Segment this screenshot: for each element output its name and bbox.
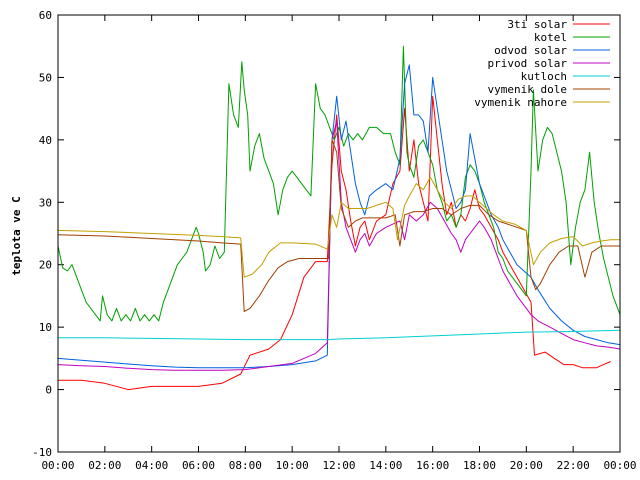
series-line-kotel: [57, 45, 621, 322]
x-tick-label: 20:00: [510, 459, 543, 472]
series-lines: [57, 45, 621, 391]
x-tick-label: 02:00: [88, 459, 121, 472]
series-line-privod-solar: [57, 120, 621, 371]
y-tick-label: 10: [39, 321, 52, 334]
series-line-3ti-solar: [58, 95, 611, 391]
x-tick-label: 00:00: [603, 459, 636, 472]
legend-entry-label: vymenik nahore: [474, 96, 567, 109]
x-tick-label: 12:00: [322, 459, 355, 472]
y-tick-label: 50: [39, 71, 52, 84]
y-tick-label: 30: [39, 196, 52, 209]
x-tick-label: 10:00: [276, 459, 309, 472]
x-tick-label: 22:00: [557, 459, 590, 472]
y-tick-label: 0: [45, 384, 52, 397]
series-line-vymenik-nahore: [57, 176, 620, 278]
x-tick-label: 18:00: [463, 459, 496, 472]
series-line-kutloch: [58, 329, 621, 341]
plot-frame: [57, 14, 621, 453]
legend-entry-label: vymenik dole: [488, 83, 567, 96]
legend-entry-label: kotel: [534, 31, 567, 44]
legend-entry-label: 3ti solar: [507, 18, 567, 31]
legend-entry-label: odvod solar: [494, 44, 567, 57]
x-tick-label: 08:00: [229, 459, 262, 472]
series-line-vymenik-dole: [57, 139, 620, 312]
x-tick-label: 00:00: [41, 459, 74, 472]
x-tick-label: 16:00: [416, 459, 449, 472]
x-tick-label: 14:00: [369, 459, 402, 472]
x-tick-label: 04:00: [135, 459, 168, 472]
legend-entry-label: kutloch: [521, 70, 567, 83]
y-tick-label: 20: [39, 259, 52, 272]
y-tick-label: -10: [32, 446, 52, 459]
y-axis-label: teplota ve C: [10, 196, 23, 275]
legend-entry-label: privod solar: [488, 57, 568, 70]
y-tick-label: 60: [39, 9, 52, 22]
x-tick-label: 06:00: [182, 459, 215, 472]
series-line-odvod-solar: [57, 64, 621, 369]
tick-labels: -10 0 10 20 30 40 50 60 00:00 02:00 04:00 06:00 08:0…: [32, 9, 636, 472]
y-tick-label: 40: [39, 134, 52, 147]
axis-ticks: [57, 14, 621, 453]
